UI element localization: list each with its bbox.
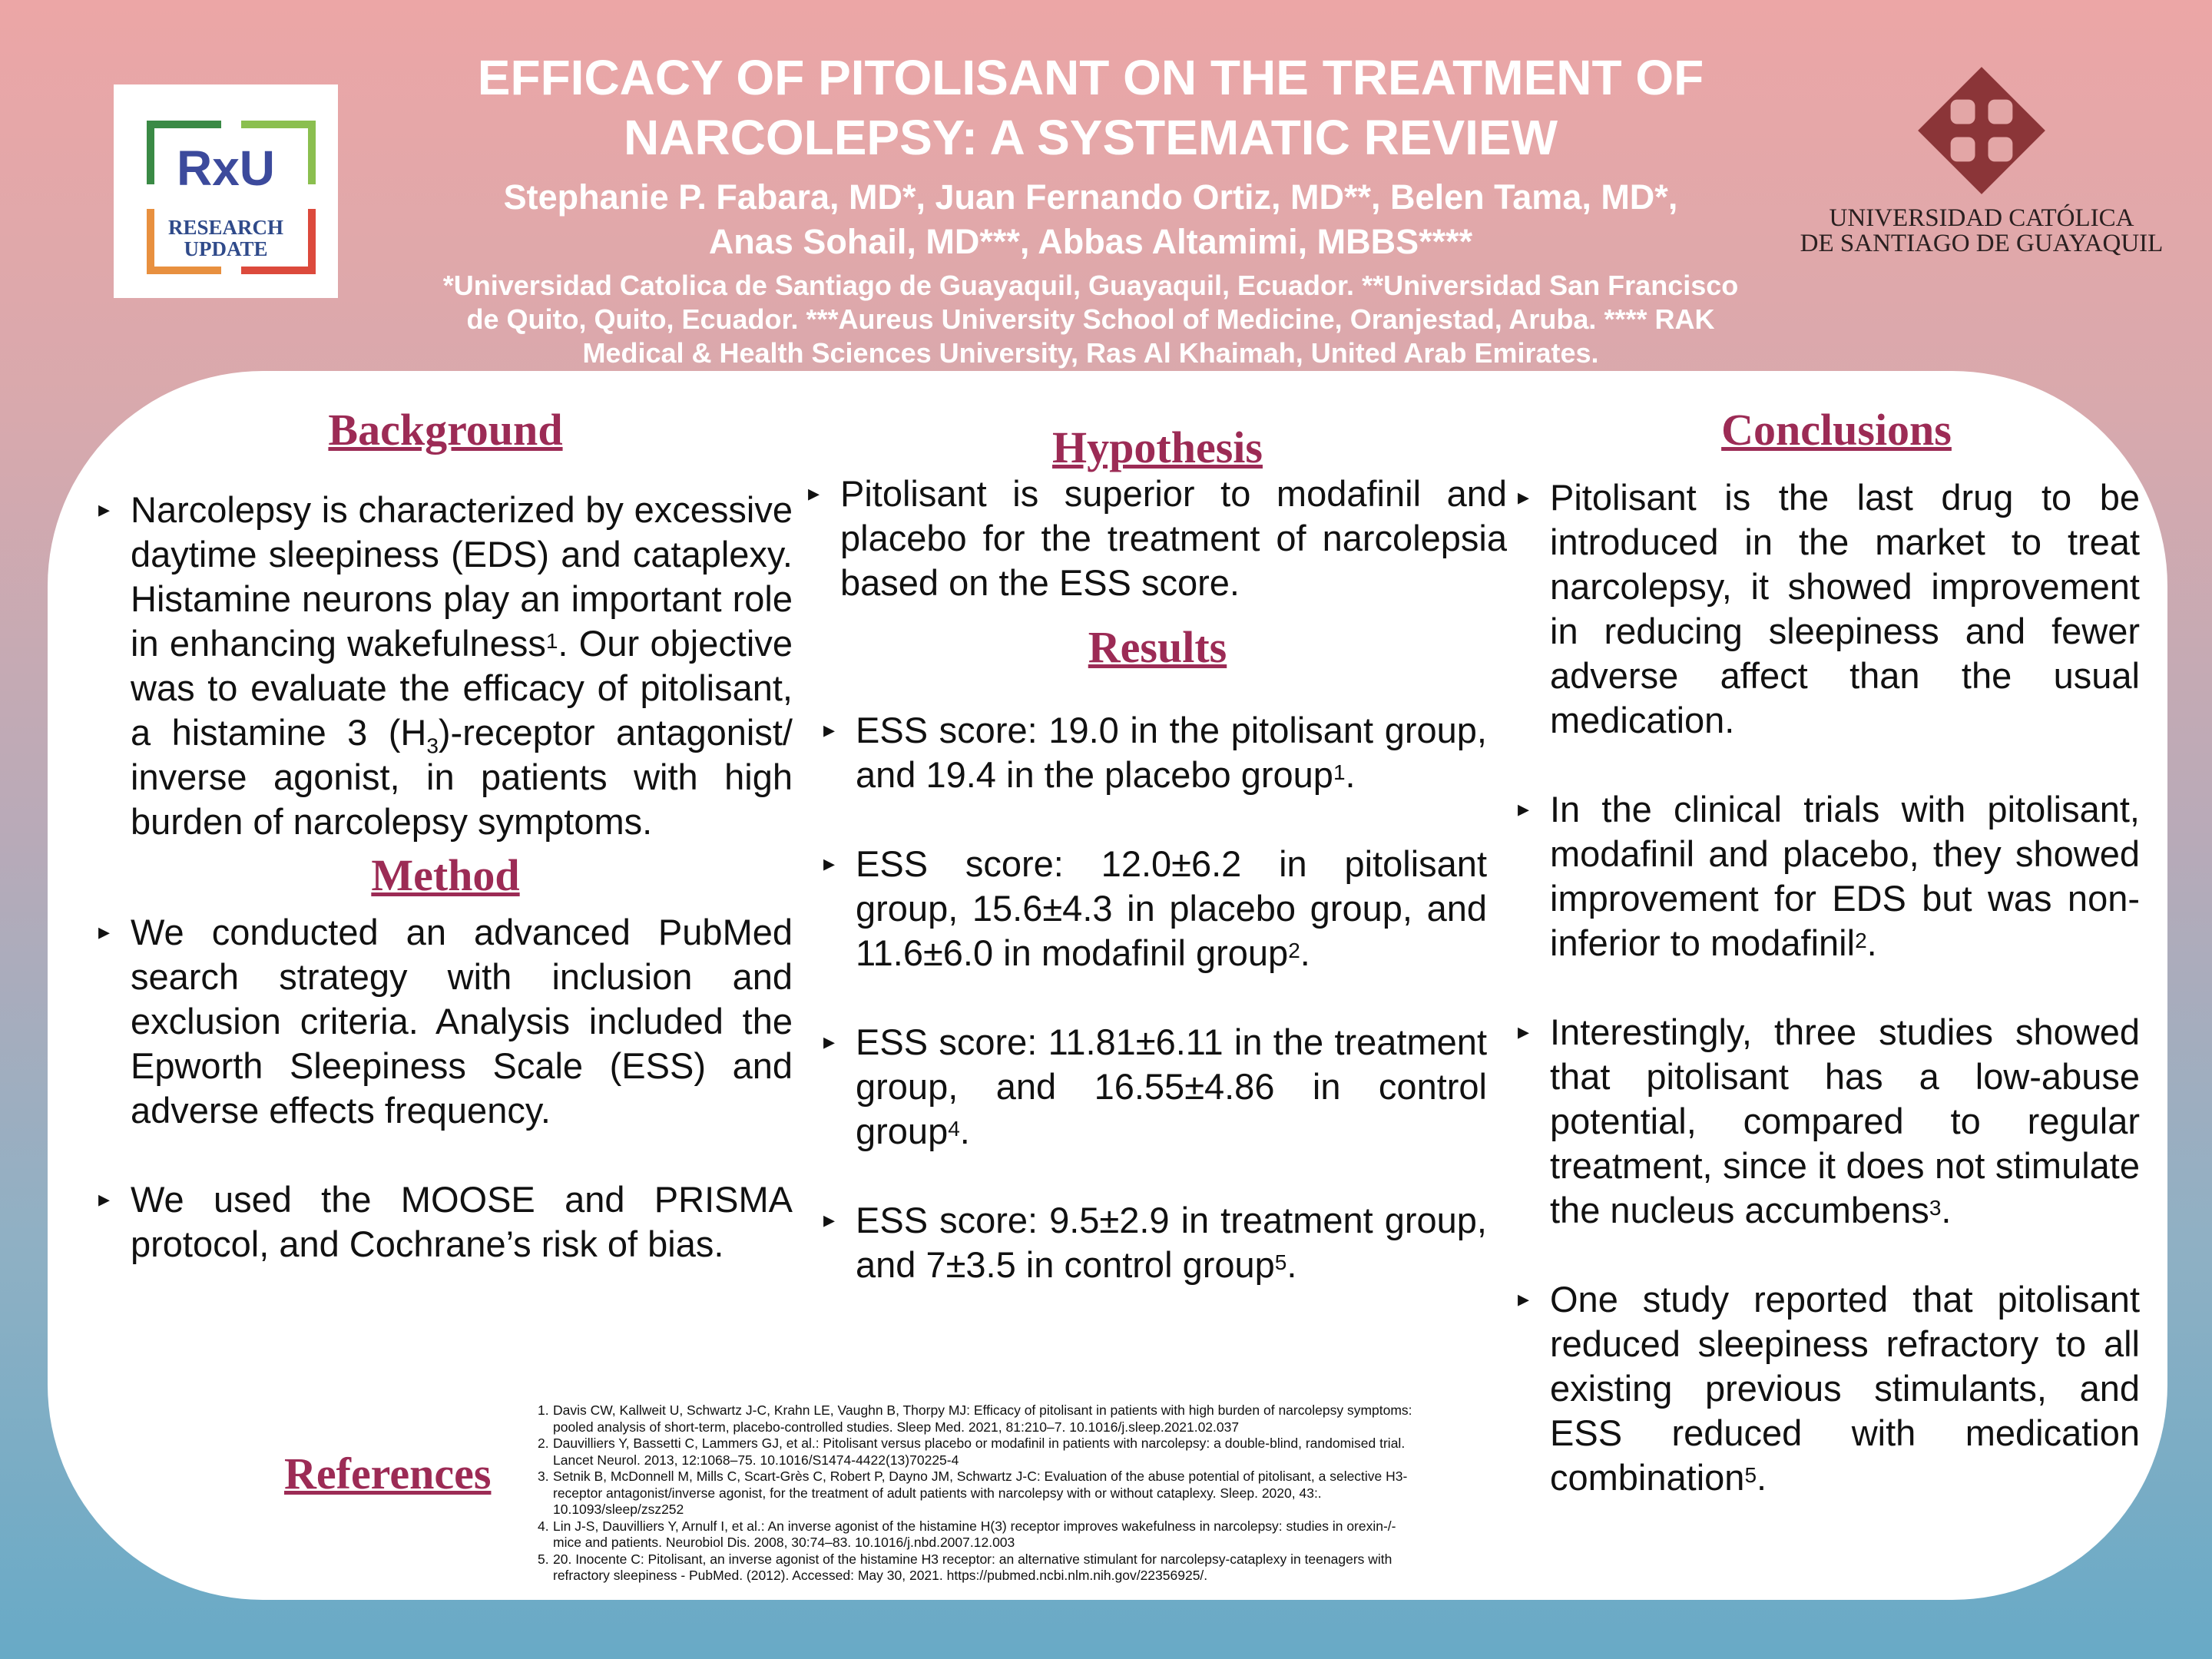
- results-heading: Results: [1088, 622, 1227, 672]
- conclusion-text: One study reported that pitolisant reduc…: [1550, 1279, 2140, 1498]
- reference-item: 4. Lin J-S, Dauvilliers Y, Arnulf I, et a…: [538, 1518, 1421, 1551]
- result-text: ESS score: 9.5±2.9 in treatment group, a…: [856, 1200, 1487, 1285]
- conclusion-sup: 2: [1855, 929, 1867, 952]
- aff-line-3: Medical & Health Sciences University, Ra…: [582, 337, 1599, 369]
- bg-sup: 1: [545, 629, 558, 653]
- aff-line-2: de Quito, Quito, Ecuador. ***Aureus Univ…: [466, 303, 1715, 335]
- reference-item: 5. 20. Inocente C: Pitolisant, an inverse…: [538, 1551, 1421, 1584]
- result-item: ESS score: 11.81±6.11 in the treatment g…: [823, 1020, 1487, 1154]
- middle-column: Hypothesis Pitolisant is superior to mod…: [808, 421, 1507, 1287]
- ref-number: 4.: [538, 1518, 549, 1534]
- background-paragraph: Narcolepsy is characterized by excessive…: [98, 488, 793, 844]
- ref-number: 3.: [538, 1469, 549, 1484]
- ref-number: 5.: [538, 1551, 549, 1567]
- conclusion-end: .: [1941, 1190, 1952, 1230]
- university-line-1: UNIVERSIDAD CATÓLICA: [1829, 204, 2134, 232]
- ref-text: Setnik B, McDonnell M, Mills C, Scart-Gr…: [553, 1469, 1408, 1517]
- authors: Stephanie P. Fabara, MD*, Juan Fernando …: [369, 175, 1813, 264]
- result-end: .: [1300, 932, 1310, 973]
- poster-title: EFFICACY OF PITOLISANT ON THE TREATMENT …: [369, 48, 1813, 167]
- result-sup: 4: [948, 1117, 960, 1141]
- conclusion-text: Pitolisant is the last drug to be introd…: [1550, 477, 2140, 740]
- references-heading: References: [284, 1449, 492, 1498]
- ref-text: 20. Inocente C: Pitolisant, an inverse a…: [553, 1551, 1392, 1584]
- result-item: ESS score: 9.5±2.9 in treatment group, a…: [823, 1198, 1487, 1287]
- bg-text-2: . Our objective was to evaluate the effi…: [131, 623, 793, 753]
- ref-number: 2.: [538, 1435, 549, 1451]
- ref-text: Dauvilliers Y, Bassetti C, Lammers GJ, e…: [553, 1435, 1406, 1468]
- title-line-1: EFFICACY OF PITOLISANT ON THE TREATMENT …: [477, 50, 1704, 105]
- result-sup: 2: [1288, 939, 1300, 962]
- conclusion-end: .: [1757, 1457, 1767, 1498]
- reference-item: 3. Setnik B, McDonnell M, Mills C, Scart-…: [538, 1469, 1421, 1518]
- university-line-2: DE SANTIAGO DE GUAYAQUIL: [1800, 230, 2164, 257]
- aff-line-1: *Universidad Catolica de Santiago de Gua…: [442, 270, 1739, 301]
- background-heading: Background: [328, 405, 563, 455]
- conclusion-sup: 5: [1744, 1463, 1757, 1487]
- affiliations: *Universidad Catolica de Santiago de Gua…: [369, 269, 1813, 370]
- conclusions-heading: Conclusions: [1721, 405, 1952, 455]
- authors-line-2: Anas Sohail, MD***, Abbas Altamimi, MBBS…: [708, 222, 1473, 261]
- university-logo: UNIVERSIDAD CATÓLICA DE SANTIAGO DE GUAYA…: [1774, 65, 2189, 257]
- method-item: We used the MOOSE and PRISMA protocol, a…: [98, 1177, 793, 1267]
- result-sup: 5: [1274, 1250, 1287, 1274]
- right-column: Conclusions Pitolisant is the last drug …: [1518, 403, 2140, 1500]
- method-item: We conducted an advanced PubMed search s…: [98, 910, 793, 1133]
- result-text: ESS score: 12.0±6.2 in pitolisant group,…: [856, 843, 1487, 973]
- result-item: ESS score: 12.0±6.2 in pitolisant group,…: [823, 842, 1487, 975]
- reference-item: 2. Dauvilliers Y, Bassetti C, Lammers GJ,…: [538, 1435, 1421, 1469]
- result-end: .: [1286, 1244, 1297, 1285]
- result-item: ESS score: 19.0 in the pitolisant group,…: [823, 708, 1487, 797]
- university-name: UNIVERSIDAD CATÓLICA DE SANTIAGO DE GUAYA…: [1774, 206, 2189, 257]
- conclusion-item: In the clinical trials with pitolisant, …: [1518, 787, 2140, 965]
- poster-header: EFFICACY OF PITOLISANT ON THE TREATMENT …: [369, 48, 1813, 370]
- ref-number: 1.: [538, 1402, 549, 1418]
- authors-line-1: Stephanie P. Fabara, MD*, Juan Fernando …: [503, 177, 1678, 217]
- hypothesis-heading: Hypothesis: [1052, 422, 1263, 472]
- ref-text: Lin J-S, Dauvilliers Y, Arnulf I, et al.…: [553, 1518, 1396, 1551]
- bg-text-1: Narcolepsy is characterized by excessive…: [131, 489, 793, 664]
- title-line-2: NARCOLEPSY: A SYSTEMATIC REVIEW: [623, 110, 1558, 165]
- results-list: ESS score: 19.0 in the pitolisant group,…: [808, 708, 1507, 1287]
- conclusion-end: .: [1866, 922, 1877, 963]
- conclusion-sup: 3: [1929, 1196, 1942, 1220]
- method-heading: Method: [371, 850, 520, 900]
- research-update-logo: RxU RESEARCH UPDATE: [114, 84, 338, 298]
- logo-line-1: RESEARCH: [167, 216, 284, 239]
- conclusion-item: Interestingly, three studies showed that…: [1518, 1010, 2140, 1233]
- logo-text: RESEARCH UPDATE: [114, 217, 338, 260]
- conclusion-item: Pitolisant is the last drug to be introd…: [1518, 475, 2140, 743]
- cross-emblem-icon: [1918, 67, 2045, 194]
- bg-sub: 3: [426, 733, 439, 758]
- references-list: 1. Davis CW, Kallweit U, Schwartz J-C, Kr…: [538, 1402, 1421, 1584]
- logo-mark: RxU: [176, 141, 276, 196]
- logo-line-2: UPDATE: [184, 237, 268, 260]
- result-text: ESS score: 19.0 in the pitolisant group,…: [856, 710, 1487, 795]
- hypothesis-item: Pitolisant is superior to modafinil and …: [808, 472, 1507, 605]
- conclusion-text: In the clinical trials with pitolisant, …: [1550, 789, 2140, 963]
- left-column: Background Narcolepsy is characterized b…: [98, 403, 793, 1267]
- result-sup: 1: [1333, 760, 1346, 784]
- bg-text-3: )-receptor antagonist/ inverse agonist, …: [131, 712, 793, 842]
- result-end: .: [1345, 754, 1356, 795]
- conclusion-text: Interestingly, three studies showed that…: [1550, 1012, 2140, 1230]
- result-text: ESS score: 11.81±6.11 in the treatment g…: [856, 1022, 1487, 1151]
- reference-item: 1. Davis CW, Kallweit U, Schwartz J-C, Kr…: [538, 1402, 1421, 1435]
- conclusion-item: One study reported that pitolisant reduc…: [1518, 1277, 2140, 1500]
- ref-text: Davis CW, Kallweit U, Schwartz J-C, Krah…: [553, 1402, 1412, 1435]
- logo-frame-icon: [147, 121, 316, 274]
- result-end: .: [959, 1111, 970, 1151]
